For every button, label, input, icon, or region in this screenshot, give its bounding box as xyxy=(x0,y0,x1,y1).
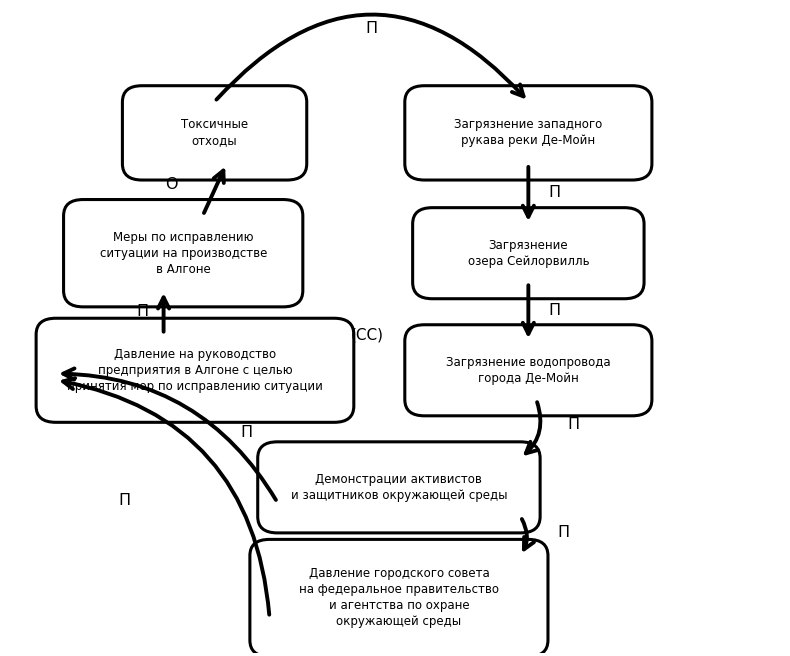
FancyBboxPatch shape xyxy=(63,199,303,307)
Text: П: П xyxy=(137,304,149,319)
Text: Демонстрации активистов
и защитников окружающей среды: Демонстрации активистов и защитников окр… xyxy=(291,473,507,502)
Text: П: П xyxy=(558,525,570,541)
Text: О: О xyxy=(165,177,178,192)
Text: (СС): (СС) xyxy=(351,327,384,342)
Text: Загрязнение западного
рукава реки Де-Мойн: Загрязнение западного рукава реки Де-Мой… xyxy=(454,118,603,148)
Text: Токсичные
отходы: Токсичные отходы xyxy=(181,118,248,148)
FancyBboxPatch shape xyxy=(36,318,354,422)
FancyBboxPatch shape xyxy=(258,442,540,533)
Text: П: П xyxy=(240,424,252,440)
FancyBboxPatch shape xyxy=(404,86,652,180)
FancyBboxPatch shape xyxy=(412,208,644,298)
FancyBboxPatch shape xyxy=(250,539,548,656)
Text: Давление городского совета
на федеральное правительство
и агентства по охране
ок: Давление городского совета на федерально… xyxy=(299,567,499,628)
Text: П: П xyxy=(366,21,378,36)
FancyBboxPatch shape xyxy=(404,325,652,416)
Text: Загрязнение водопровода
города Де-Мойн: Загрязнение водопровода города Де-Мойн xyxy=(446,356,611,385)
Text: П: П xyxy=(568,417,580,432)
Text: Меры по исправлению
ситуации на производстве
в Алгоне: Меры по исправлению ситуации на производ… xyxy=(100,231,267,276)
Text: Загрязнение
озера Сейлорвилль: Загрязнение озера Сейлорвилль xyxy=(468,239,589,268)
Text: П: П xyxy=(118,493,130,508)
Text: П: П xyxy=(548,185,560,200)
FancyBboxPatch shape xyxy=(122,86,307,180)
Text: Давление на руководство
предприятия в Алгоне с целью
принятия мер по исправлению: Давление на руководство предприятия в Ал… xyxy=(67,348,323,393)
Text: П: П xyxy=(548,303,560,318)
